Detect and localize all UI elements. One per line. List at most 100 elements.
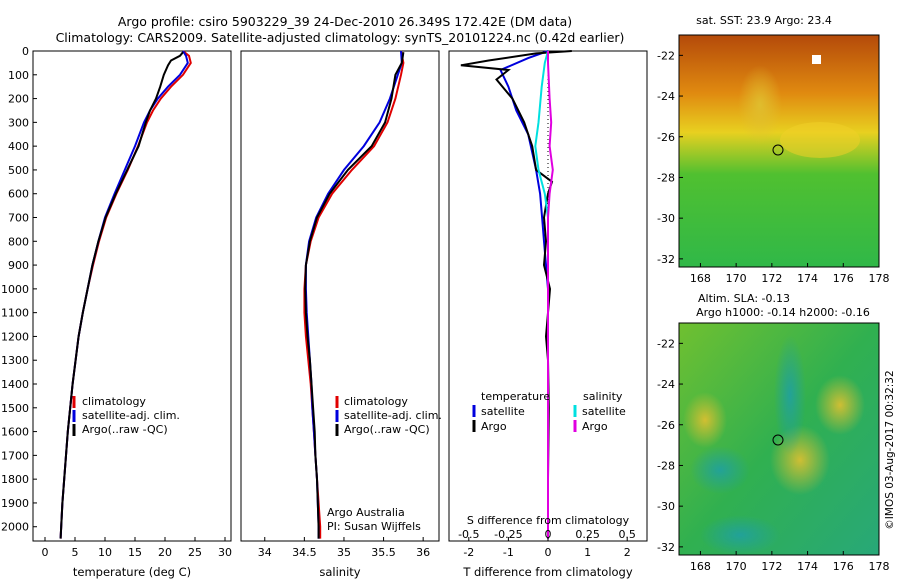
x-tick-label: 168 <box>690 272 711 285</box>
sst-warm-tongue <box>738 65 782 145</box>
sst-y-ticks: -22 -24 -26 -28 -30 -32 <box>657 49 683 266</box>
legend-label: Argo <box>582 420 608 433</box>
x-tick-label: 170 <box>726 272 747 285</box>
x-tick-label: 1 <box>584 546 591 559</box>
legend-label: satellite-adj. clim. <box>344 409 442 422</box>
sst-x-ticks: 168 170 172 174 176 178 <box>690 263 890 285</box>
y-tick-label: 1600 <box>1 426 29 439</box>
x-tick-label: 5 <box>72 546 79 559</box>
x-tick-label: 35 <box>337 546 351 559</box>
y-tick-label: -24 <box>657 90 675 103</box>
y-tick-label: 900 <box>8 259 29 272</box>
legend-label: Argo(..raw -QC) <box>344 423 430 436</box>
sla-profile-marker <box>772 434 784 446</box>
sla-map-title1: Altim. SLA: -0.13 <box>698 292 790 305</box>
x-tick-label: 176 <box>833 272 854 285</box>
series-line-argo-raw-qc- <box>304 52 405 539</box>
x-tick-label: -2 <box>463 546 474 559</box>
y-tick-label: 1100 <box>1 307 29 320</box>
x-tick-label: 172 <box>761 560 782 573</box>
x-tick-label: 178 <box>869 272 890 285</box>
annotation-line2: PI: Susan Wijffels <box>327 520 421 533</box>
y-tick-label: 0 <box>22 45 29 58</box>
x-tick-label: 176 <box>833 560 854 573</box>
y-tick-label: -30 <box>657 500 675 513</box>
temperature-series <box>59 50 192 539</box>
temperature-panel: 0100200300400500600700800900100011001200… <box>1 45 232 579</box>
sst-map-panel: sat. SST: 23.9 Argo: 23.4 -22 -24 -26 -28 -3… <box>657 14 889 285</box>
x-tick-label: 178 <box>869 560 890 573</box>
sst-missing-pixel <box>812 55 821 64</box>
annotation-line1: Argo Australia <box>327 506 405 519</box>
y-tick-label: -22 <box>657 49 675 62</box>
salinity-legend: climatology satellite-adj. clim. Argo(..… <box>335 395 442 436</box>
x-tick-label: 34 <box>258 546 272 559</box>
top-x-tick-label: 0.25 <box>575 528 600 541</box>
s-diff-label: S difference from climatology <box>467 514 630 527</box>
legend-label: climatology <box>344 395 408 408</box>
x-tick-label: 20 <box>158 546 172 559</box>
t-diff-label: T difference from climatology <box>462 565 633 579</box>
legend-label: Argo(..raw -QC) <box>82 423 168 436</box>
legend-title: temperature <box>481 390 550 403</box>
x-tick-label: 168 <box>690 560 711 573</box>
x-tick-label: 15 <box>128 546 142 559</box>
y-tick-label: 500 <box>8 164 29 177</box>
header-line1: Argo profile: csiro 5903229_39 24-Dec-20… <box>118 14 572 29</box>
y-tick-label: 800 <box>8 235 29 248</box>
y-tick-label: 300 <box>8 116 29 129</box>
x-tick-label: 174 <box>797 560 818 573</box>
salinity-x-label: salinity <box>319 565 360 579</box>
sla-low-centre <box>774 335 806 455</box>
y-tick-label: -26 <box>657 419 675 432</box>
sla-x-ticks: 168 170 172 174 176 178 <box>690 551 890 573</box>
x-tick-label: -1 <box>503 546 514 559</box>
sst-map-frame <box>678 34 880 268</box>
y-tick-label: 1800 <box>1 473 29 486</box>
y-tick-label: -28 <box>657 171 675 184</box>
sst-profile-marker <box>772 144 784 156</box>
y-tick-label: -32 <box>657 253 675 266</box>
top-x-tick-label: -0.5 <box>458 528 479 541</box>
sst-warm-patch <box>780 122 860 158</box>
series-line-s-argo <box>547 51 554 539</box>
y-tick-label: -24 <box>657 378 675 391</box>
y-tick-label: 1700 <box>1 449 29 462</box>
y-tick-label: 1000 <box>1 283 29 296</box>
top-x-tick-label: 0.5 <box>618 528 636 541</box>
salinity-panel: 34 34.5 35 35.5 36 climatology satellite-adj… <box>240 50 442 579</box>
salinity-x-ticks: 34 34.5 35 35.5 36 <box>258 537 430 559</box>
sla-high-west <box>683 392 727 448</box>
sst-map-title: sat. SST: 23.9 Argo: 23.4 <box>696 14 832 27</box>
x-tick-label: 2 <box>624 546 631 559</box>
temperature-legend: climatology satellite-adj. clim. Argo(..… <box>72 395 180 436</box>
y-tick-label: 1400 <box>1 378 29 391</box>
x-tick-label: 25 <box>188 546 202 559</box>
sla-map-panel: Altim. SLA: -0.13 Argo h1000: -0.14 h200… <box>657 292 889 573</box>
legend-title: salinity <box>583 390 623 403</box>
y-tick-label: -28 <box>657 459 675 472</box>
sla-low-southwest <box>690 446 750 494</box>
y-tick-label: 400 <box>8 140 29 153</box>
top-x-tick-label: -0.25 <box>494 528 522 541</box>
x-tick-label: 0 <box>545 546 552 559</box>
y-tick-label: 1200 <box>1 330 29 343</box>
legend-label: Argo <box>481 420 507 433</box>
difference-series <box>460 50 572 539</box>
y-tick-label: 1900 <box>1 497 29 510</box>
sla-y-ticks: -22 -24 -26 -28 -30 -32 <box>657 337 683 554</box>
y-tick-label: -30 <box>657 212 675 225</box>
temperature-axes <box>32 50 232 542</box>
temperature-x-ticks: 0 5 10 15 20 25 30 <box>42 537 232 559</box>
temperature-x-label: temperature (deg C) <box>73 565 191 579</box>
series-line-argo-raw-qc- <box>59 51 184 539</box>
salinity-series <box>303 50 405 539</box>
difference-panel: -2 -1 0 1 2 -0.5 -0.25 0 0.25 0.5 temperature sal… <box>448 50 648 579</box>
x-tick-label: 174 <box>797 272 818 285</box>
sla-low-bottom <box>700 515 780 555</box>
legend-label: satellite <box>481 405 525 418</box>
x-tick-label: 34.5 <box>292 546 317 559</box>
top-x-tick-label: 0 <box>545 528 552 541</box>
x-tick-label: 35.5 <box>371 546 396 559</box>
